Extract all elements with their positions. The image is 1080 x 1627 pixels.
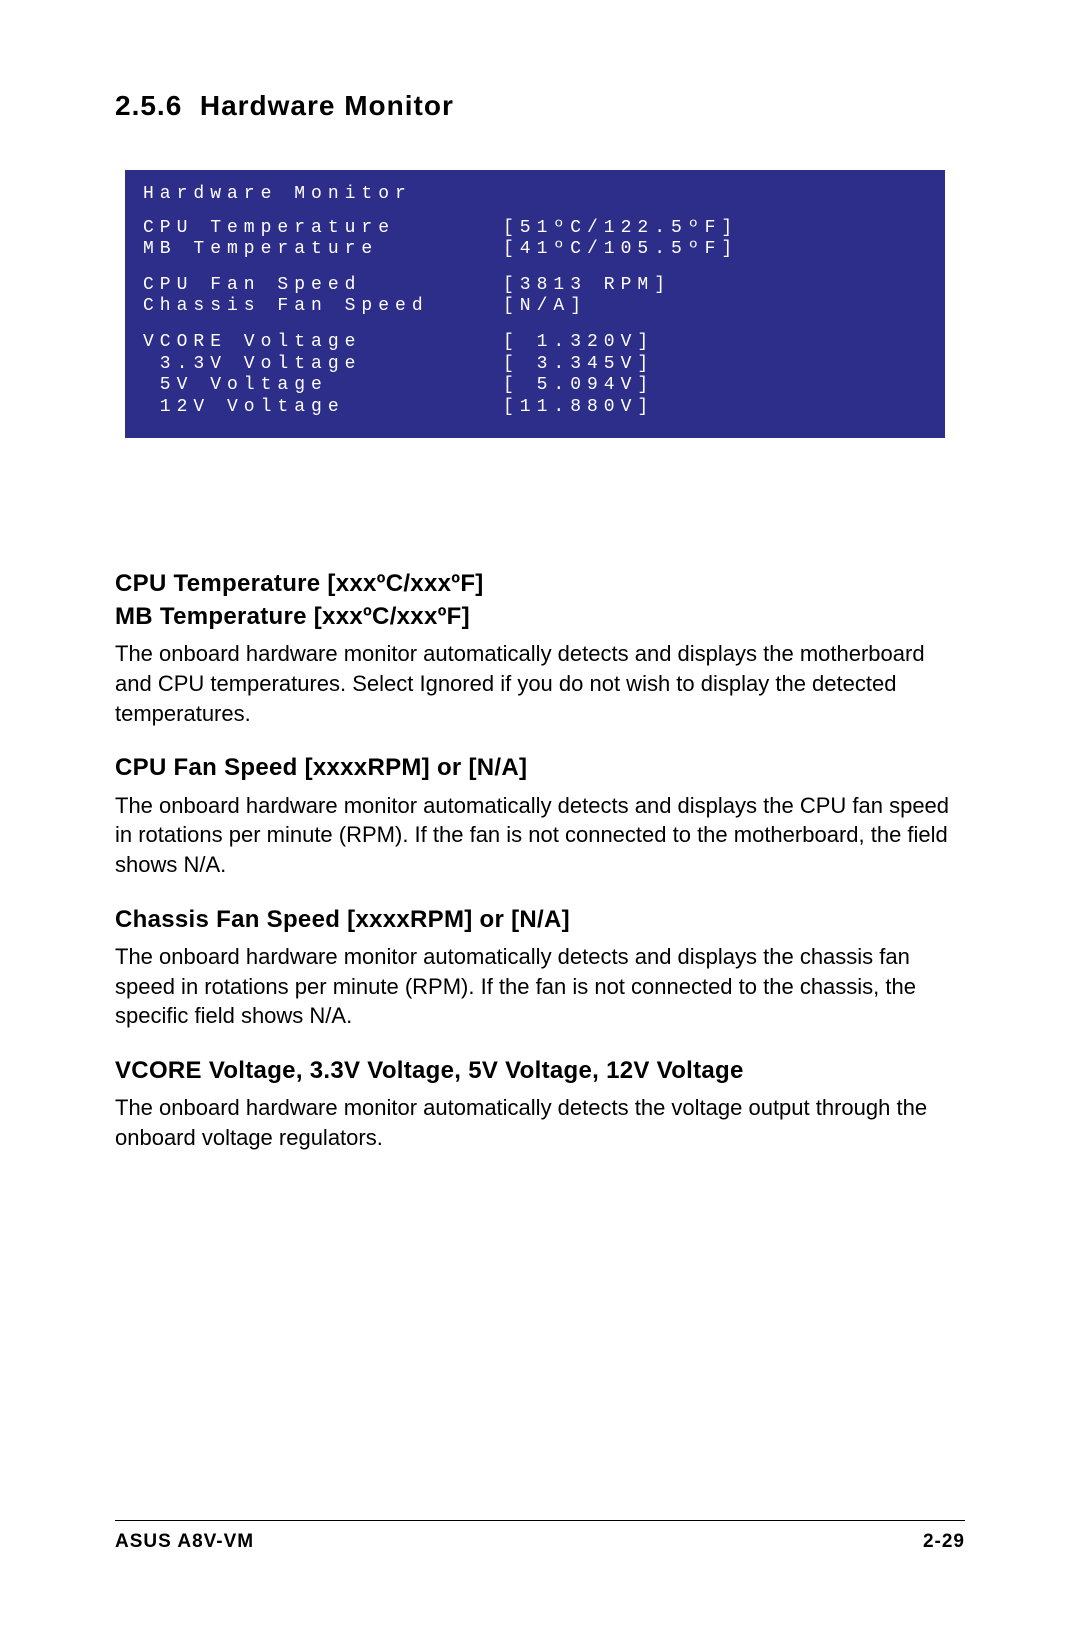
bios-row: VCORE Voltage [ 1.320V] — [143, 332, 927, 354]
bios-row: Chassis Fan Speed [N/A] — [143, 296, 927, 318]
bios-label: MB Temperature — [143, 239, 503, 261]
heading-line: CPU Fan Speed [xxxxRPM] or [N/A] — [115, 752, 965, 784]
page-footer: ASUS A8V-VM 2-29 — [115, 1520, 965, 1553]
bios-label: CPU Fan Speed — [143, 275, 503, 297]
page: 2.5.6 Hardware Monitor Hardware Monitor … — [0, 0, 1080, 1627]
paragraph: The onboard hardware monitor automatical… — [115, 1093, 965, 1152]
subheading: Chassis Fan Speed [xxxxRPM] or [N/A] — [115, 904, 965, 936]
bios-label: 5V Voltage — [143, 375, 503, 397]
paragraph: The onboard hardware monitor automatical… — [115, 942, 965, 1031]
bios-value: [11.880V] — [503, 397, 654, 419]
bios-title: Hardware Monitor — [143, 184, 927, 206]
section-title: 2.5.6 Hardware Monitor — [115, 90, 965, 122]
content: CPU Temperature [xxxºC/xxxºF] MB Tempera… — [115, 568, 965, 1153]
bios-label: CPU Temperature — [143, 218, 503, 240]
paragraph: The onboard hardware monitor automatical… — [115, 791, 965, 880]
bios-value: [N/A] — [503, 296, 587, 318]
bios-label: 3.3V Voltage — [143, 354, 503, 376]
bios-label: VCORE Voltage — [143, 332, 503, 354]
section-number: 2.5.6 — [115, 90, 182, 121]
bios-row: CPU Temperature [51ºC/122.5ºF] — [143, 218, 927, 240]
footer-left: ASUS A8V-VM — [115, 1531, 254, 1553]
subheading: VCORE Voltage, 3.3V Voltage, 5V Voltage,… — [115, 1055, 965, 1087]
paragraph: The onboard hardware monitor automatical… — [115, 639, 965, 728]
bios-row: 5V Voltage [ 5.094V] — [143, 375, 927, 397]
bios-label: 12V Voltage — [143, 397, 503, 419]
heading-line: Chassis Fan Speed [xxxxRPM] or [N/A] — [115, 904, 965, 936]
bios-value: [ 1.320V] — [503, 332, 654, 354]
bios-value: [41ºC/105.5ºF] — [503, 239, 738, 261]
subheading: CPU Fan Speed [xxxxRPM] or [N/A] — [115, 752, 965, 784]
bios-gap — [143, 318, 927, 332]
bios-value: [ 3.345V] — [503, 354, 654, 376]
subheading: CPU Temperature [xxxºC/xxxºF] MB Tempera… — [115, 568, 965, 633]
bios-value: [ 5.094V] — [503, 375, 654, 397]
bios-screen: Hardware Monitor CPU Temperature [51ºC/1… — [125, 170, 945, 438]
bios-row: 12V Voltage [11.880V] — [143, 397, 927, 419]
heading-line: VCORE Voltage, 3.3V Voltage, 5V Voltage,… — [115, 1055, 965, 1087]
bios-label: Chassis Fan Speed — [143, 296, 503, 318]
bios-row: 3.3V Voltage [ 3.345V] — [143, 354, 927, 376]
bios-gap — [143, 261, 927, 275]
bios-row: CPU Fan Speed [3813 RPM] — [143, 275, 927, 297]
bios-value: [51ºC/122.5ºF] — [503, 218, 738, 240]
footer-right: 2-29 — [923, 1531, 965, 1553]
heading-line: MB Temperature [xxxºC/xxxºF] — [115, 601, 965, 633]
bios-row: MB Temperature [41ºC/105.5ºF] — [143, 239, 927, 261]
section-name: Hardware Monitor — [200, 90, 454, 121]
heading-line: CPU Temperature [xxxºC/xxxºF] — [115, 568, 965, 600]
bios-value: [3813 RPM] — [503, 275, 671, 297]
